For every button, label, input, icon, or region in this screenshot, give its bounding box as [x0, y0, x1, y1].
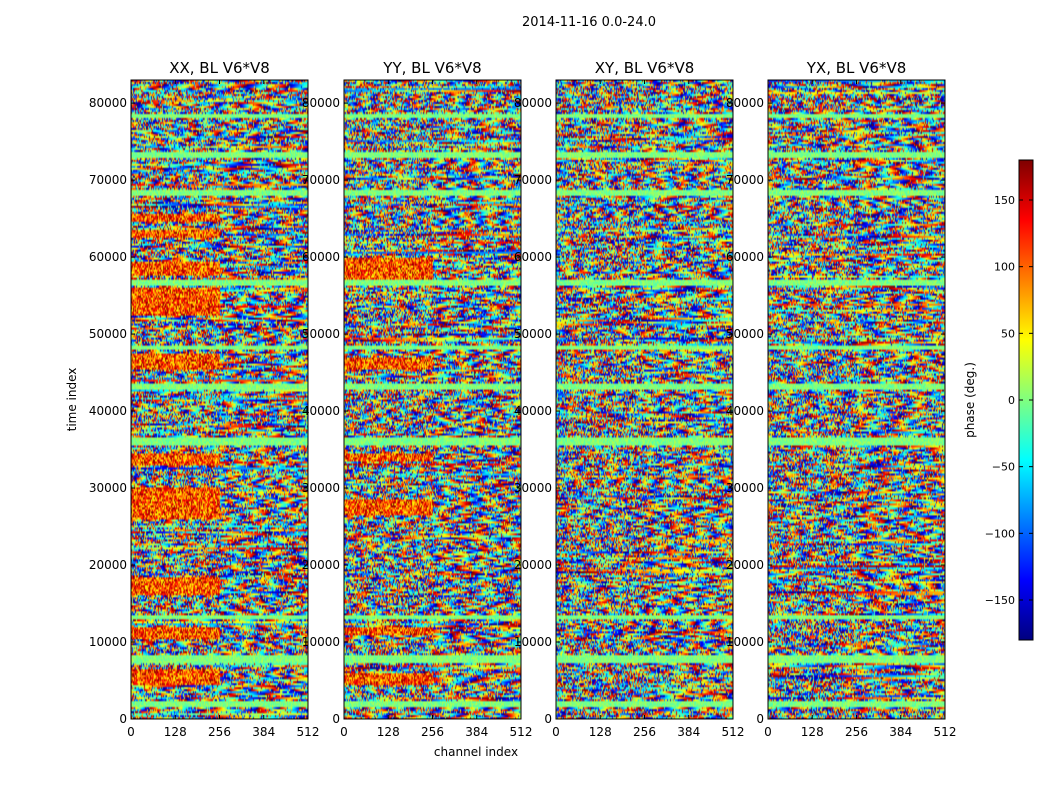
y-tick-label: 40000	[302, 404, 340, 418]
x-tick-label: 384	[465, 725, 488, 739]
x-tick-label: 128	[801, 725, 824, 739]
colorbar: −150 −100 −50 0 50 100 150 phase (deg.)	[963, 159, 1034, 641]
x-axis-label: channel index	[434, 745, 518, 759]
x-tick-label: 256	[421, 725, 444, 739]
colorbar-tick-label: −50	[992, 461, 1015, 474]
y-tick-label: 30000	[726, 481, 764, 495]
y-tick-label: 30000	[514, 481, 552, 495]
y-tick-label: 50000	[726, 327, 764, 341]
y-tick-label: 60000	[726, 250, 764, 264]
x-tick-label: 0	[764, 725, 772, 739]
x-tick-label: 512	[934, 725, 957, 739]
x-tick-label: 256	[845, 725, 868, 739]
y-tick-label: 60000	[302, 250, 340, 264]
panel-0: XX, BL V6*V8 0 128 256 384 512 0 10000 20000 3000…	[65, 59, 319, 739]
x-tick-label: 384	[252, 725, 275, 739]
x-tick-label: 384	[889, 725, 912, 739]
x-tick-label: 0	[340, 725, 348, 739]
x-tick-label: 0	[552, 725, 560, 739]
heatmap-panels: XX, BL V6*V8 0 128 256 384 512 0 10000 20000 3000…	[65, 59, 956, 759]
colorbar-tick-label: 150	[994, 194, 1015, 207]
y-tick-label: 20000	[726, 558, 764, 572]
panel-title: XY, BL V6*V8	[595, 59, 695, 77]
colorbar-tick-label: 50	[1001, 327, 1015, 340]
x-tick-label: 128	[164, 725, 187, 739]
y-tick-label: 30000	[302, 481, 340, 495]
y-tick-label: 20000	[89, 558, 127, 572]
x-tick-label: 512	[722, 725, 745, 739]
y-tick-label: 10000	[302, 635, 340, 649]
y-tick-label: 20000	[514, 558, 552, 572]
heatmap-image	[131, 80, 308, 719]
y-axis-label: time index	[65, 368, 79, 432]
x-tick-label: 256	[208, 725, 231, 739]
x-tick-label: 128	[589, 725, 612, 739]
y-tick-label: 80000	[89, 96, 127, 110]
panel-3: YX, BL V6*V8 0 128 256 384 512 0 10000 20000 3000…	[726, 59, 957, 739]
heatmap-image	[556, 80, 733, 719]
heatmap-image	[344, 80, 521, 719]
y-tick-label: 80000	[726, 96, 764, 110]
y-tick-label: 80000	[514, 96, 552, 110]
x-tick-label: 256	[633, 725, 656, 739]
y-tick-label: 10000	[514, 635, 552, 649]
colorbar-tick-label: 100	[994, 261, 1015, 274]
panel-title: YY, BL V6*V8	[382, 59, 481, 77]
y-tick-label: 80000	[302, 96, 340, 110]
y-tick-label: 70000	[89, 173, 127, 187]
y-tick-label: 0	[756, 712, 764, 726]
y-tick-label: 30000	[89, 481, 127, 495]
y-tick-label: 50000	[89, 327, 127, 341]
panel-2: XY, BL V6*V8 0 128 256 384 512 0 10000 20000 3000…	[514, 59, 745, 739]
y-tick-label: 40000	[726, 404, 764, 418]
y-tick-label: 20000	[302, 558, 340, 572]
panel-title: XX, BL V6*V8	[169, 59, 270, 77]
y-tick-label: 0	[332, 712, 340, 726]
x-tick-label: 0	[127, 725, 135, 739]
x-tick-label: 512	[297, 725, 320, 739]
y-tick-label: 40000	[514, 404, 552, 418]
y-tick-label: 70000	[514, 173, 552, 187]
colorbar-tick-label: −150	[985, 594, 1015, 607]
colorbar-tick-label: 0	[1008, 394, 1015, 407]
colorbar-label: phase (deg.)	[963, 362, 977, 438]
y-tick-label: 10000	[89, 635, 127, 649]
y-tick-label: 40000	[89, 404, 127, 418]
y-tick-label: 50000	[302, 327, 340, 341]
y-tick-label: 0	[119, 712, 127, 726]
y-tick-label: 70000	[726, 173, 764, 187]
panel-1: YY, BL V6*V8 0 128 256 384 512 0 10000 20000 3000…	[302, 59, 533, 759]
y-tick-label: 10000	[726, 635, 764, 649]
colorbar-tick-label: −100	[985, 527, 1015, 540]
y-tick-label: 60000	[89, 250, 127, 264]
figure-suptitle: 2014-11-16 0.0-24.0	[522, 15, 656, 30]
y-tick-label: 0	[544, 712, 552, 726]
x-tick-label: 512	[510, 725, 533, 739]
y-tick-label: 50000	[514, 327, 552, 341]
panel-title: YX, BL V6*V8	[806, 59, 907, 77]
x-tick-label: 128	[377, 725, 400, 739]
heatmap-image	[768, 80, 945, 719]
x-tick-label: 384	[677, 725, 700, 739]
y-tick-label: 70000	[302, 173, 340, 187]
y-tick-label: 60000	[514, 250, 552, 264]
